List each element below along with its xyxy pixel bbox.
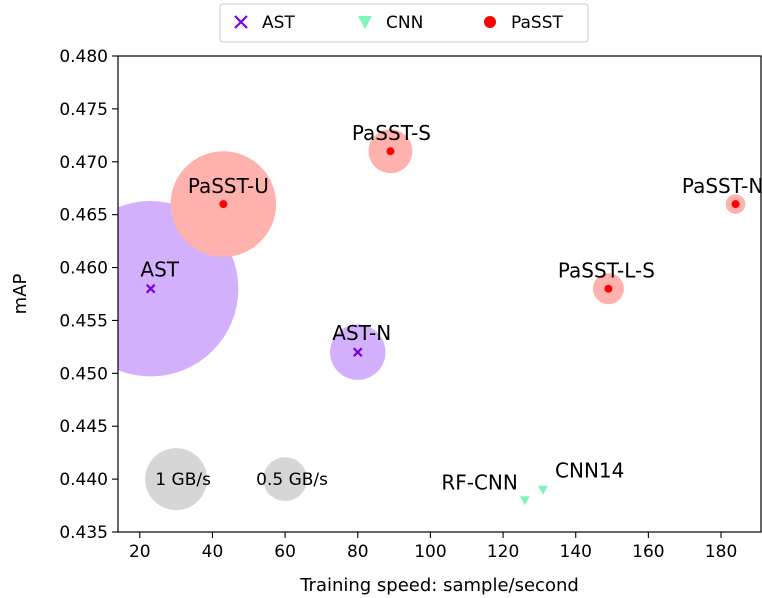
legend-marker-ast [234, 15, 248, 29]
x-tick-label: 40 [202, 542, 224, 562]
x-tick-label: 140 [560, 542, 592, 562]
x-axis-title: Training speed: sample/second [299, 575, 579, 596]
y-tick-label: 0.450 [59, 364, 108, 384]
x-tick-label: 80 [347, 542, 369, 562]
y-axis: 0.435 0.440 0.445 0.450 0.455 0.460 0.465 0.470… [59, 47, 118, 543]
marker-cnn14 [538, 485, 549, 495]
point-label-ast-n: AST-N [332, 321, 391, 345]
x-tick-label: 180 [705, 542, 737, 562]
legend-box [219, 3, 589, 43]
marker-passt-u [219, 200, 228, 209]
marker-passt-n-s [731, 200, 740, 209]
legend-label-passt: PaSST [511, 13, 563, 33]
point-label-rf-cnn: RF-CNN [441, 470, 518, 494]
marker-passt-s [386, 147, 395, 156]
legend: AST CNN PaSST [219, 3, 589, 43]
reference-label: 1 GB/s [155, 470, 211, 490]
marker-layer [145, 147, 740, 506]
x-tick-label: 20 [129, 542, 151, 562]
point-label-ast: AST [140, 258, 179, 282]
y-tick-label: 0.475 [59, 100, 108, 120]
point-label-passt-s: PaSST-S [352, 121, 431, 145]
y-tick-label: 0.435 [59, 523, 108, 543]
x-tick-label: 160 [632, 542, 664, 562]
x-tick-label: 60 [274, 542, 296, 562]
point-label-passt-l-s: PaSST-L-S [558, 259, 655, 283]
y-tick-label: 0.445 [59, 417, 108, 437]
reference-label: 0.5 GB/s [256, 470, 328, 490]
point-label-layer: AST AST-N PaSST-U PaSST-S PaSST-N-S PaSST-L-S… [140, 121, 762, 494]
y-axis-title: mAP [10, 274, 31, 315]
y-tick-label: 0.440 [59, 470, 108, 490]
y-tick-label: 0.455 [59, 311, 108, 331]
point-label-passt-u: PaSST-U [188, 174, 269, 198]
bubble-layer [118, 129, 746, 511]
reference-bubble [145, 448, 208, 511]
y-tick-label: 0.460 [59, 259, 108, 279]
legend-marker-passt [484, 16, 496, 28]
legend-label-ast: AST [262, 13, 295, 33]
marker-ast-n [352, 347, 363, 357]
marker-passt-l-s [604, 284, 613, 293]
legend-marker-cnn [358, 16, 372, 29]
y-tick-label: 0.465 [59, 206, 108, 226]
reference-bubble [263, 457, 308, 502]
plot-frame [117, 55, 762, 533]
x-tick-label: 120 [487, 542, 519, 562]
x-axis: 20 40 60 80 100 120 140 160 180 [129, 532, 737, 562]
x-tick-label: 100 [414, 542, 446, 562]
y-tick-label: 0.480 [59, 47, 108, 67]
legend-label-cnn: CNN [386, 13, 423, 33]
point-label-passt-n-s: PaSST-N-S [682, 174, 762, 198]
y-tick-label: 0.470 [59, 153, 108, 173]
point-label-cnn14: CNN14 [555, 459, 624, 483]
marker-ast [145, 283, 156, 294]
marker-rf-cnn [519, 496, 530, 506]
